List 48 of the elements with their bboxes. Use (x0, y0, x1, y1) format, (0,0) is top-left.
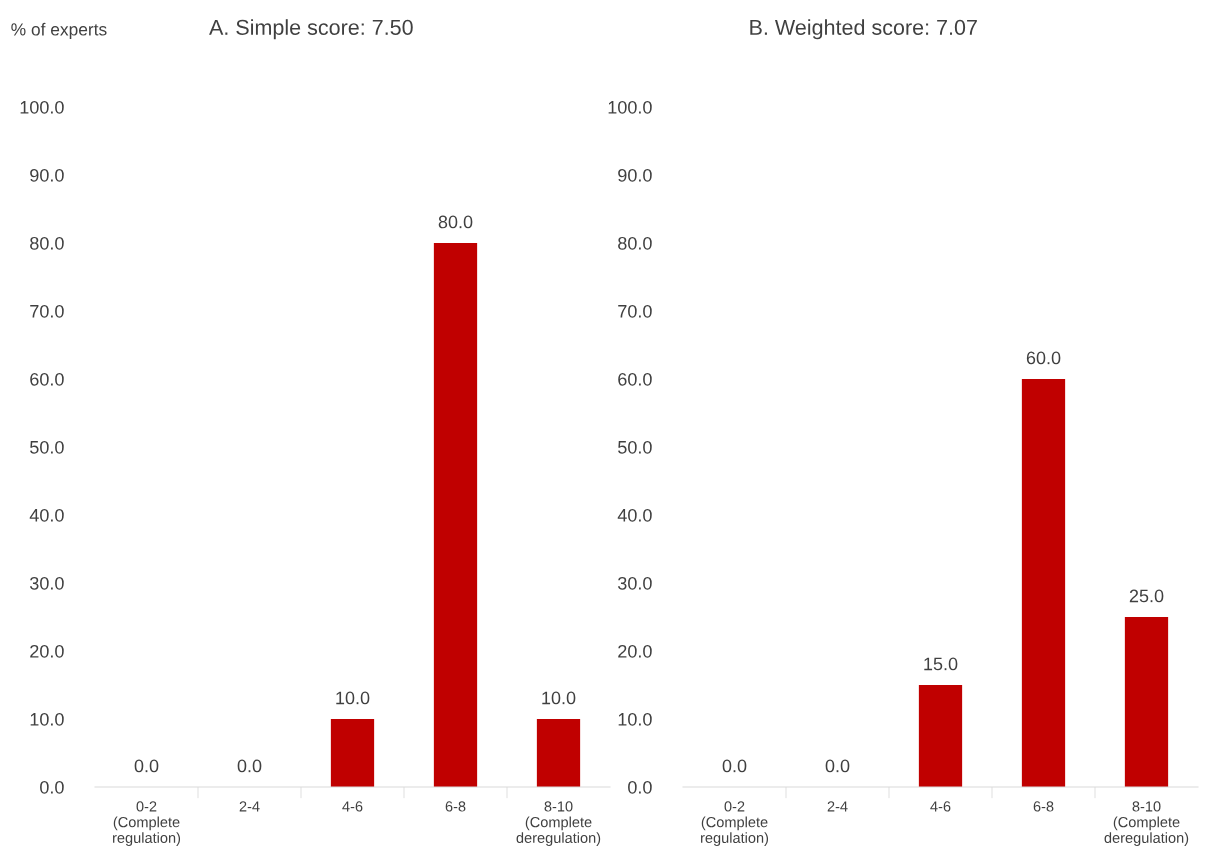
data-label: 10.0 (542, 691, 576, 705)
y-tick-label: 60.0 (618, 372, 652, 386)
y-tick-label: 60.0 (30, 372, 64, 386)
data-label: 0.0 (237, 759, 262, 773)
y-tick-label: 80.0 (618, 236, 652, 250)
y-tick-label: 10.0 (30, 712, 64, 726)
data-label: 80.0 (438, 215, 473, 229)
y-tick-label: 20.0 (30, 644, 64, 658)
chart-title: A. Simple score: 7.50 (209, 19, 413, 40)
bar (1021, 379, 1066, 787)
x-tick-label: 0-2 (Complete regulation) (701, 801, 769, 846)
x-tick-label: 8-10 (Complete deregulation) (516, 801, 601, 846)
y-axis-title: % of experts (11, 22, 107, 39)
data-label: 10.0 (336, 691, 370, 705)
x-tick-label: 8-10 (Complete deregulation) (1104, 801, 1189, 846)
data-label: 0.0 (134, 759, 159, 773)
data-label: 0.0 (722, 759, 747, 773)
y-tick-label: 0.0 (628, 780, 652, 794)
y-tick-label: 50.0 (30, 440, 64, 454)
y-tick-label: 10.0 (618, 712, 652, 726)
x-tick-label: 4-6 (930, 801, 951, 812)
y-tick-label: 100.0 (20, 100, 64, 114)
data-label: 0.0 (825, 759, 850, 773)
x-tick-label: 6-8 (1033, 801, 1054, 812)
y-tick-label: 40.0 (617, 508, 652, 522)
y-tick-label: 50.0 (618, 440, 652, 454)
y-tick-label: 80.0 (30, 236, 64, 250)
data-label: 25.0 (1129, 589, 1164, 603)
data-label: 15.0 (924, 657, 958, 671)
data-label: 60.0 (1026, 351, 1061, 365)
x-tick-label: 4-6 (342, 801, 363, 812)
y-tick-label: 90.0 (618, 168, 652, 182)
y-tick-label: 100.0 (608, 100, 652, 114)
y-tick-label: 70.0 (30, 304, 64, 318)
x-tick-label: 0-2 (Complete regulation) (113, 801, 181, 846)
y-tick-label: 70.0 (618, 304, 652, 318)
x-tick-label: 2-4 (239, 801, 260, 812)
y-tick-label: 30.0 (618, 576, 652, 590)
y-tick-label: 90.0 (30, 168, 64, 182)
y-tick-label: 0.0 (40, 780, 64, 794)
y-tick-label: 30.0 (30, 576, 64, 590)
chart-title: B. Weighted score: 7.07 (750, 19, 977, 40)
y-tick-label: 40.0 (29, 508, 64, 522)
bar (918, 685, 963, 787)
x-tick-label: 6-8 (445, 801, 466, 812)
x-tick-label: 2-4 (827, 801, 848, 812)
bar (1124, 617, 1169, 787)
y-tick-label: 20.0 (618, 644, 652, 658)
